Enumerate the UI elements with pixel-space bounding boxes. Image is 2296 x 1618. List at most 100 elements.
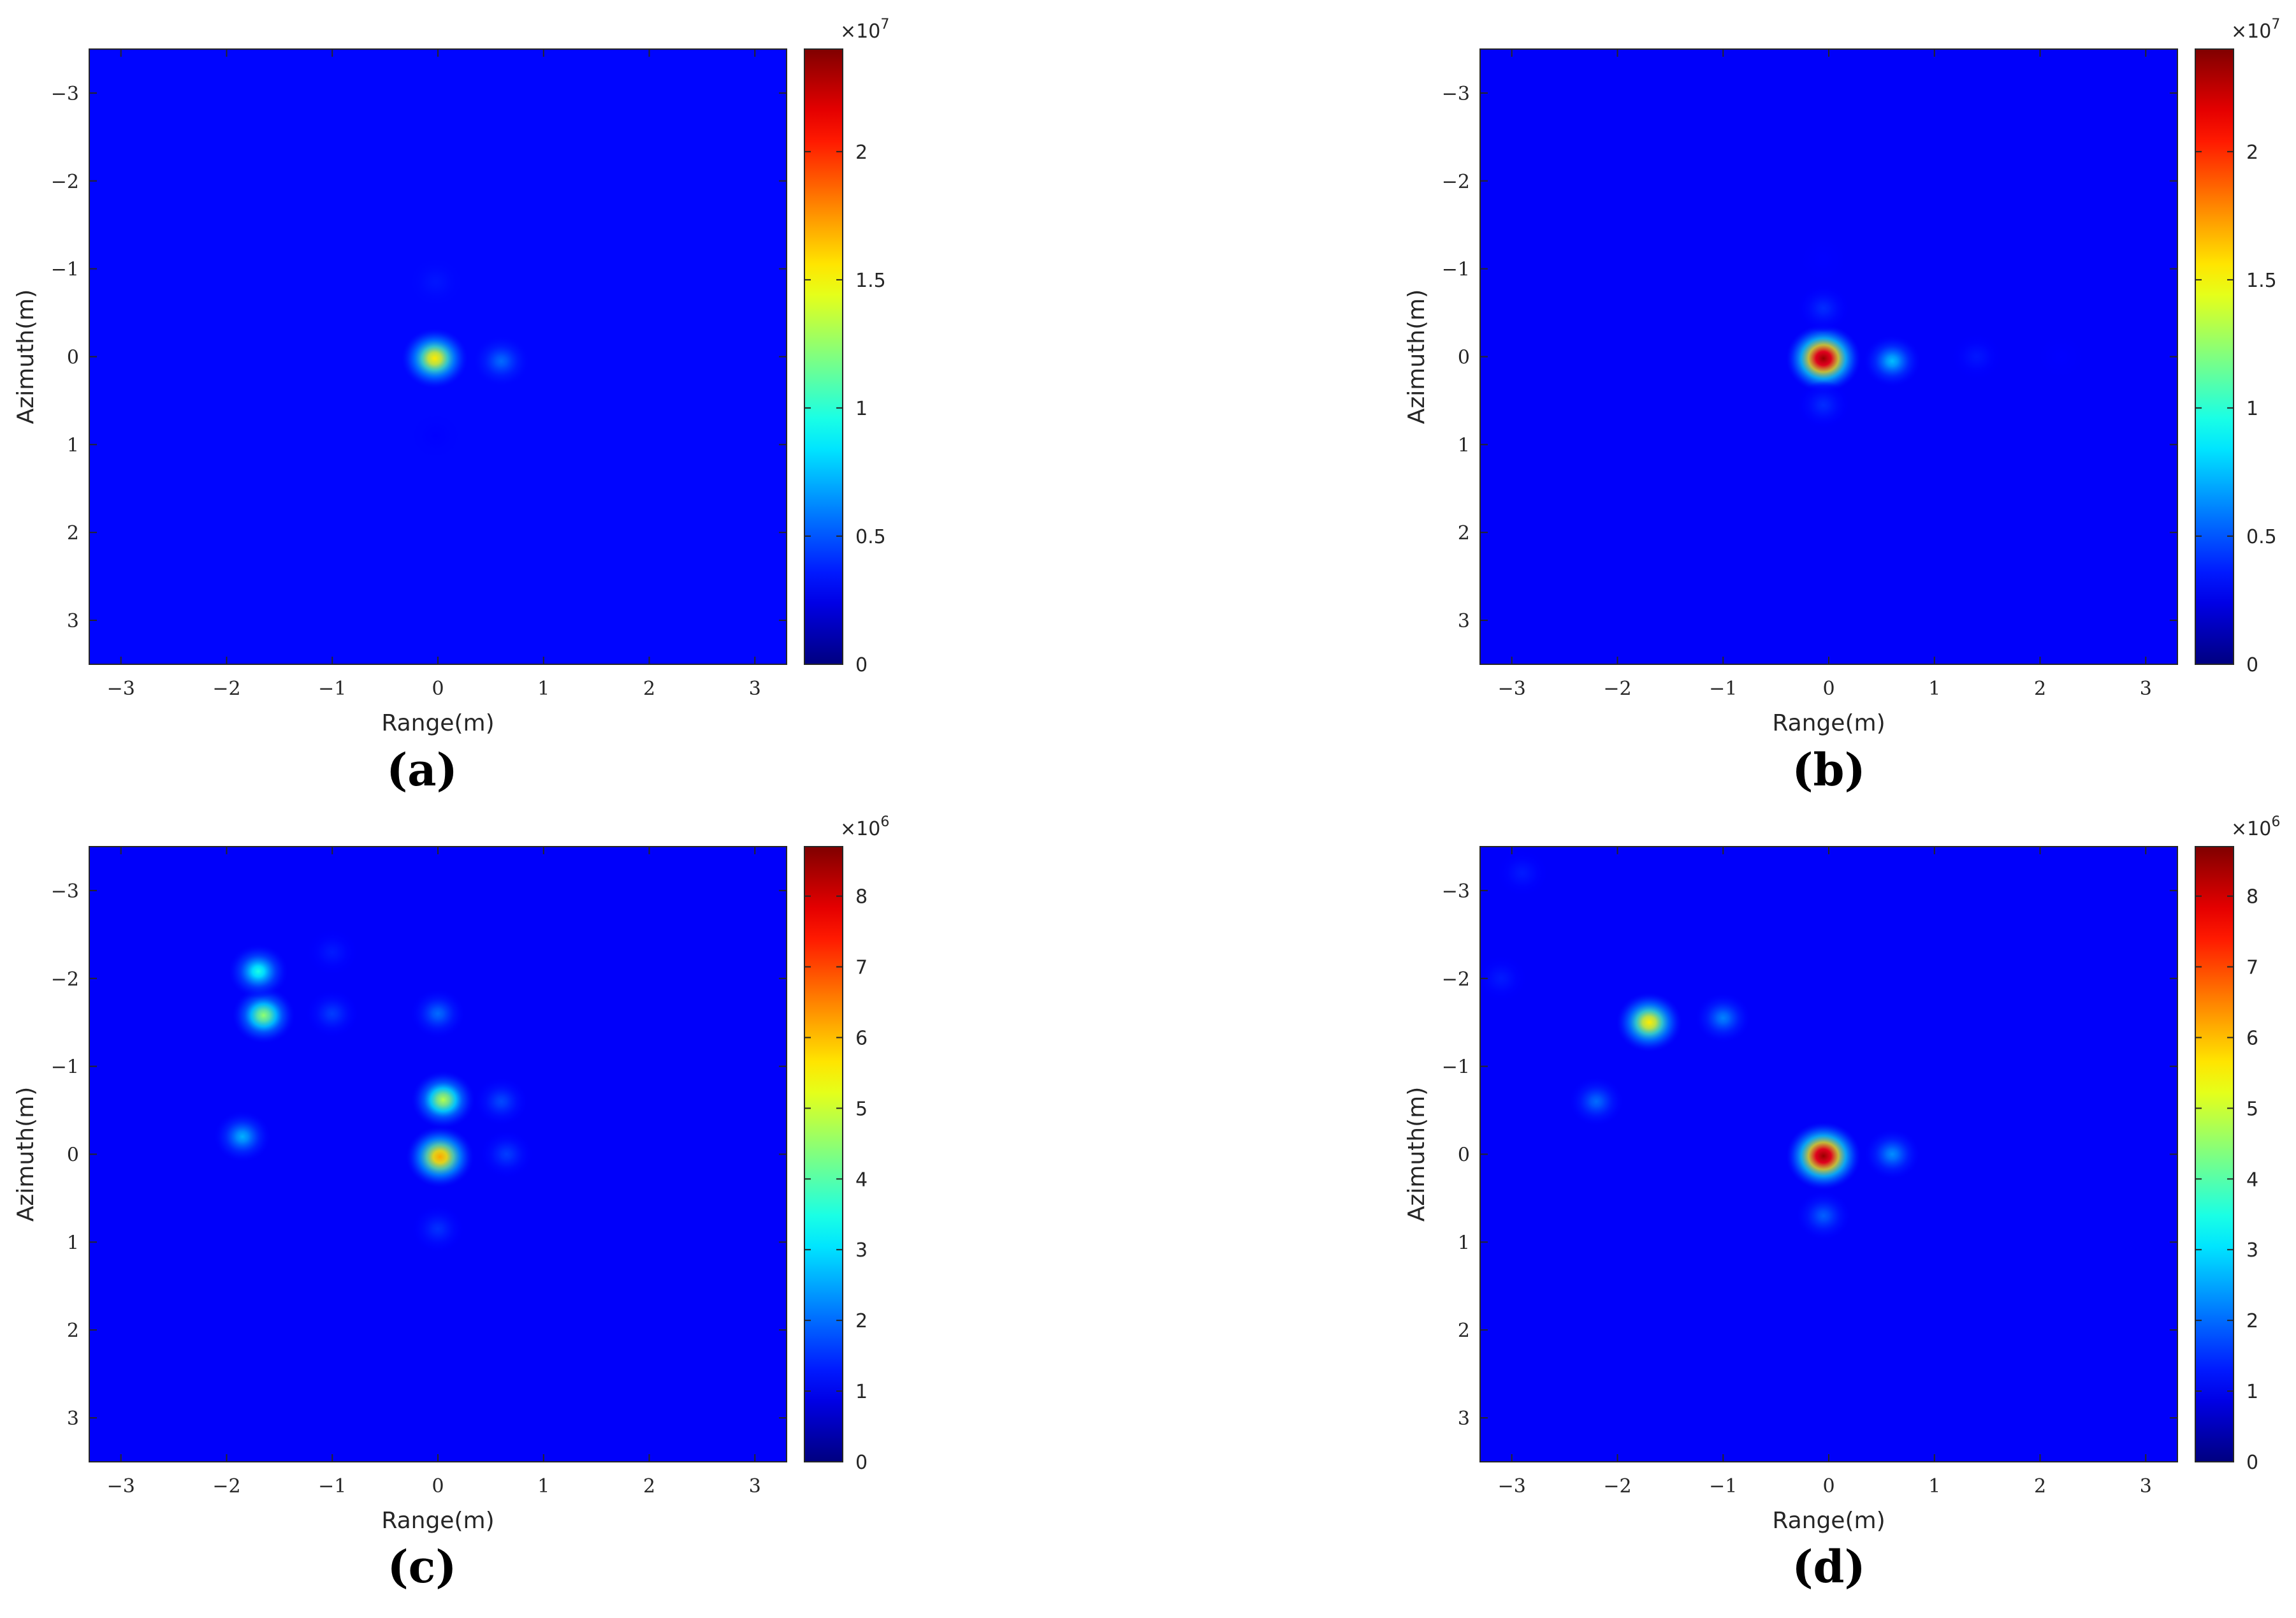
y-tick-label: 0 <box>67 1144 79 1167</box>
colorbar-tick-label: 0 <box>855 654 868 676</box>
colorbar <box>2195 48 2234 665</box>
colorbar-tick-label: 4 <box>855 1169 868 1191</box>
y-tick-label: 0 <box>67 347 79 369</box>
y-tick-label: 1 <box>1458 1232 1470 1254</box>
x-tick-label: 3 <box>2140 678 2152 700</box>
y-axis-label: Azimuth(m) <box>1404 289 1430 425</box>
x-tick-label: −1 <box>1709 1475 1737 1498</box>
heatmap-peak <box>1863 335 1921 387</box>
x-axis-label: Range(m) <box>1772 710 1885 736</box>
colorbar-tick-label: 3 <box>855 1239 868 1262</box>
colorbar-tick-label: 2 <box>855 1310 868 1332</box>
heatmap-peak <box>1616 992 1682 1053</box>
colorbar-tick-label: 2 <box>2246 1310 2258 1332</box>
colorbar <box>2195 846 2234 1462</box>
y-tick-label: −2 <box>51 171 79 193</box>
heatmap-marks <box>1480 849 1921 1241</box>
x-tick-label: −1 <box>318 1475 346 1498</box>
heatmap-marks <box>402 258 529 460</box>
heatmap-peak <box>474 336 529 386</box>
colorbar-tick-label: 5 <box>855 1098 868 1120</box>
heatmap-peak <box>411 1070 476 1129</box>
colorbar-tick-label: 0 <box>2246 1452 2258 1474</box>
colorbar-tick-label: 1.5 <box>2246 270 2277 292</box>
y-tick-label: −1 <box>1442 259 1470 281</box>
x-tick-label: 1 <box>537 678 549 700</box>
heatmap-peak <box>1480 954 1528 1003</box>
x-axis-label: Range(m) <box>1772 1508 1885 1534</box>
x-tick-label: 1 <box>1928 678 1940 700</box>
y-axis-label: Azimuth(m) <box>13 1087 39 1222</box>
heatmap-peak <box>1797 236 1850 284</box>
heatmap-peak <box>305 928 359 976</box>
y-tick-label: 1 <box>1458 434 1470 456</box>
heatmap-peak <box>228 944 288 999</box>
colorbar-exponent-label: ×107 <box>840 17 889 43</box>
panel-caption: (a) <box>386 743 458 796</box>
heatmap-peak <box>1796 381 1850 430</box>
x-tick-label: 1 <box>1928 1475 1940 1498</box>
x-tick-label: 0 <box>432 678 444 700</box>
x-tick-label: 2 <box>2034 678 2046 700</box>
panel-b: −3 −2 −1 0 1 2 3 −3 −2 −1 0 1 2 3 Range(m) Azimuth(m) 0 0… <box>1404 17 2280 796</box>
y-tick-label: 2 <box>1458 522 1470 544</box>
heatmap-peak <box>1695 993 1751 1044</box>
x-axis-label: Range(m) <box>381 710 494 736</box>
heatmap-marks <box>1785 236 2088 430</box>
y-tick-label: −3 <box>51 83 79 105</box>
heatmap-peak <box>409 258 463 306</box>
y-tick-label: −2 <box>51 968 79 991</box>
x-tick-label: −2 <box>212 678 240 700</box>
colorbar-tick-label: 1.5 <box>855 270 886 292</box>
panel-d: −3 −2 −1 0 1 2 3 −3 −2 −1 0 1 2 3 Range(m) Azimuth(m) 0 1… <box>1404 814 2280 1593</box>
panel-caption: (b) <box>1792 743 1865 796</box>
heatmap-peak <box>232 987 295 1044</box>
y-tick-label: −1 <box>1442 1056 1470 1079</box>
y-tick-label: −3 <box>1442 880 1470 903</box>
colorbar-tick-label: 1 <box>2246 398 2258 420</box>
colorbar-tick-label: 0 <box>2246 654 2258 676</box>
y-tick-label: −1 <box>51 259 79 281</box>
colorbar-tick-label: 7 <box>2246 957 2258 979</box>
colorbar-tick-label: 1 <box>2246 1381 2258 1403</box>
y-axis-label: Azimuth(m) <box>1404 1087 1430 1222</box>
y-tick-label: 2 <box>67 1320 79 1342</box>
x-tick-label: 1 <box>537 1475 549 1498</box>
x-tick-label: −3 <box>1498 678 1526 700</box>
colorbar-tick-label: 7 <box>855 957 868 979</box>
x-tick-label: 3 <box>749 678 761 700</box>
x-tick-label: 0 <box>1822 678 1835 700</box>
y-tick-label: −2 <box>1442 171 1470 193</box>
colorbar-tick-label: 8 <box>855 886 868 908</box>
x-tick-label: −3 <box>1498 1475 1526 1498</box>
colorbar-tick-label: 2 <box>2246 142 2258 164</box>
heatmap-peak <box>214 1111 271 1163</box>
colorbar-tick-label: 0.5 <box>2246 526 2277 548</box>
heatmap-marks <box>214 928 534 1253</box>
colorbar-exponent-label: ×106 <box>2231 814 2280 840</box>
y-tick-label: 2 <box>1458 1320 1470 1342</box>
x-tick-label: −1 <box>1709 678 1737 700</box>
colorbar-tick-label: 2 <box>855 142 868 164</box>
x-tick-label: 0 <box>1822 1475 1835 1498</box>
heatmap-peak <box>305 989 360 1039</box>
x-tick-label: 3 <box>2140 1475 2152 1498</box>
y-tick-label: 2 <box>67 522 79 544</box>
heatmap-peak <box>411 1204 465 1253</box>
colorbar-tick-label: 4 <box>2246 1169 2258 1191</box>
y-tick-label: 3 <box>67 610 79 632</box>
x-tick-label: −2 <box>1603 678 1631 700</box>
y-axis-label: Azimuth(m) <box>13 289 39 425</box>
heatmap-peak <box>1569 1076 1624 1126</box>
colorbar-tick-label: 0 <box>855 1452 868 1474</box>
heatmap-peak <box>474 1077 528 1126</box>
y-tick-label: −1 <box>51 1056 79 1079</box>
heatmap-peak <box>402 328 468 389</box>
heatmap-peak <box>1864 1128 1921 1180</box>
colorbar-tick-label: 5 <box>2246 1098 2258 1120</box>
heatmap-peak <box>479 1130 534 1179</box>
colorbar-tick-label: 6 <box>855 1027 868 1049</box>
y-tick-label: 3 <box>1458 1408 1470 1430</box>
x-tick-label: 3 <box>749 1475 761 1498</box>
x-tick-label: 0 <box>432 1475 444 1498</box>
